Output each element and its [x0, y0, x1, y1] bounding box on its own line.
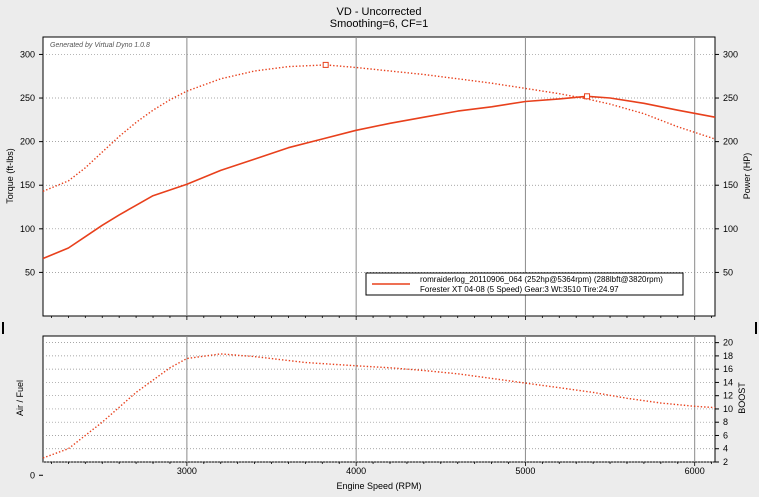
bottom-left-axis-label: Air / Fuel [15, 380, 25, 416]
top-right-tick-label: 100 [723, 224, 738, 234]
panel-splitter-right-handle[interactable] [755, 322, 757, 334]
top-series-dotted-line [42, 64, 716, 192]
bottom-right-tick-label: 6 [723, 430, 728, 440]
top-series-group [42, 61, 716, 260]
top-right-tick-label: 50 [723, 267, 733, 277]
top-series-peak-marker [584, 93, 591, 100]
bottom-ticks-group: 2 4 6 8 10 12 14 16 18 20 0 3000 4000 5000 6000 [30, 338, 733, 481]
bottom-right-tick-label: 14 [723, 377, 733, 387]
bottom-right-tick-label: 8 [723, 417, 728, 427]
bottom-right-tick-label: 12 [723, 391, 733, 401]
bottom-right-tick-label: 4 [723, 444, 728, 454]
top-series-peak-marker [322, 61, 329, 68]
top-plot-area [42, 36, 716, 317]
bottom-right-tick-label: 20 [723, 338, 733, 348]
bottom-right-tick-label: 2 [723, 457, 728, 467]
bottom-right-axis-label: BOOST [737, 382, 747, 414]
x-tick-label: 4000 [346, 466, 366, 476]
bottom-right-tick-label: 18 [723, 351, 733, 361]
top-right-tick-label: 200 [723, 137, 738, 147]
top-left-tick-label: 300 [20, 49, 35, 59]
top-left-tick-label: 150 [20, 180, 35, 190]
generated-by-note: Generated by Virtual Dyno 1.0.8 [50, 42, 150, 49]
bottom-right-tick-label: 10 [723, 404, 733, 414]
chart-title: VD - Uncorrected [337, 6, 422, 18]
legend-box [365, 272, 684, 296]
top-left-tick-label: 50 [25, 267, 35, 277]
legend: romraiderlog_20110906_064 (252hp@5364rpm… [365, 272, 684, 296]
bottom-right-tick-label: 16 [723, 364, 733, 374]
x-tick-label: 3000 [177, 466, 197, 476]
top-ticks-group: 50 100 150 200 250 300 50 100 150 200 250 300 [20, 49, 738, 320]
x-tick-label: 5000 [515, 466, 535, 476]
x-tick-label: 6000 [685, 466, 705, 476]
top-right-tick-label: 300 [723, 49, 738, 59]
bottom-grid [43, 336, 715, 463]
top-left-tick-label: 250 [20, 93, 35, 103]
x-axis-label: Engine Speed (RPM) [336, 481, 421, 491]
bottom-plot-area [42, 335, 716, 463]
top-left-tick-label: 200 [20, 137, 35, 147]
top-left-tick-label: 100 [20, 224, 35, 234]
top-right-axis-label: Power (HP) [742, 153, 752, 200]
legend-line-1: romraiderlog_20110906_064 (252hp@5364rpm… [420, 275, 663, 284]
top-grid [43, 37, 715, 316]
top-right-tick-label: 150 [723, 180, 738, 190]
top-right-tick-label: 250 [723, 93, 738, 103]
legend-line-2: Forester XT 04-08 (5 Speed) Gear:3 Wt:35… [420, 285, 619, 294]
panel-splitter-left-handle[interactable] [2, 322, 4, 334]
chart-subtitle: Smoothing=6, CF=1 [330, 18, 428, 30]
top-left-axis-label: Torque (ft-lbs) [5, 148, 15, 204]
bottom-left-tick-label: 0 [30, 470, 35, 480]
